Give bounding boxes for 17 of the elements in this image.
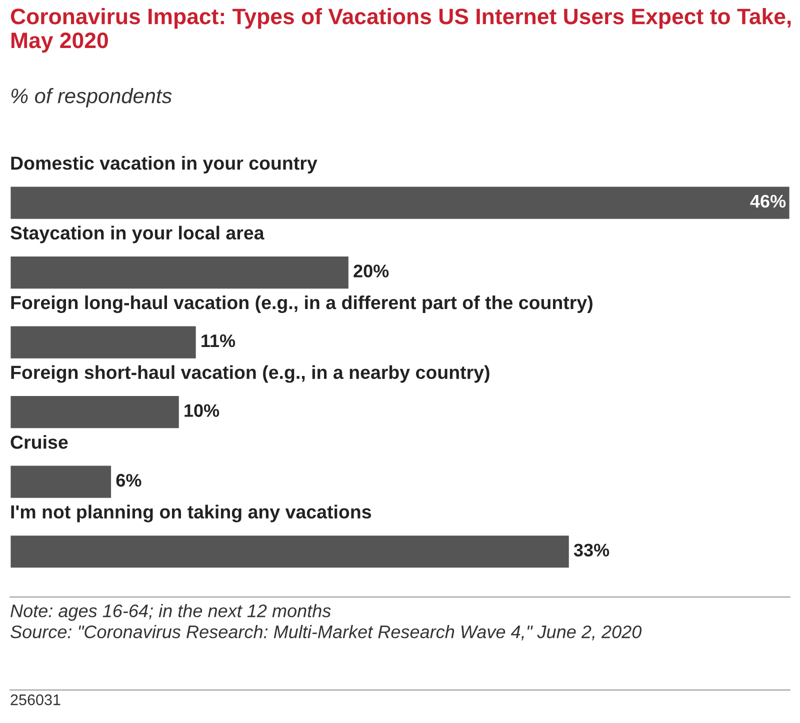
data-label: 46% [750,194,786,208]
y-tick-label: I'm not planning on taking any vacations [11,504,372,522]
chart-title: Coronavirus Impact: Types of Vacations US Internet Users Expect to Take, May 2020 [10,8,791,53]
y-tick-label: Domestic vacation in your country [11,156,318,174]
text: 256031 [10,694,60,706]
y-tick-label: Staycation in your local area [10,226,264,244]
data-label: 33% [574,544,610,556]
source-note: Source: "Coronavirus Research: Multi-Market Research Wave 4," June 2, 2020 [10,625,642,640]
y-tick-label: Foreign long-haul vacation (e.g., in a different part of the country) [11,295,592,314]
chart-subtitle: % of respondents [11,88,172,108]
data-label: 20% [354,264,389,278]
text: Note: ages 16-64; in the next 12 months [10,604,331,621]
y-tick-label: Foreign short-haul vacation (e.g., in a nearby country) [11,365,490,383]
data-label: 6% [116,474,142,487]
data-label: 10% [184,404,220,417]
y-tick-label: Cruise [10,435,68,449]
data-label: 11% [202,334,236,348]
